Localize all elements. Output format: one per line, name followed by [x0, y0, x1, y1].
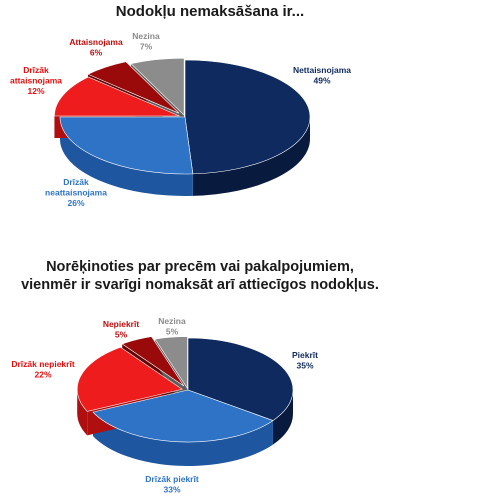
data-label: Nepiekrīt 5%: [103, 319, 140, 340]
pie-top-group: [76, 336, 294, 443]
pie-chart-tax-payment-importance: Piekrīt 35% Drīzāk piekrīt 33% Drīzāk nepiek…: [11, 316, 318, 495]
pie-slice-drīzāk-piekrīt: [92, 389, 274, 443]
data-label: Drīzāk neattaisnojama 26%: [45, 177, 107, 208]
pie-top-group: [54, 57, 311, 175]
data-label: Attaisnojama 6%: [69, 37, 123, 58]
pie-slice-drīzāk-attaisnojama: [54, 76, 180, 117]
chart-2-title: Norēķinoties par precēm vai pakalpojumie…: [21, 259, 379, 293]
pie-slice-drīzāk-neattaisnojama-side: [60, 117, 193, 196]
data-label: Drīzāk attaisnojama 12%: [10, 65, 62, 96]
data-label: Nettaisnojama 49%: [293, 65, 351, 86]
pie-slice-drīzāk-piekrīt-side: [92, 412, 273, 467]
pie-slice-piekrīt: [187, 337, 294, 421]
data-label: Drīzāk piekrīt 33%: [145, 474, 199, 495]
pie-slice-drīzāk-nepiekrīt: [76, 346, 183, 412]
data-label: Nezina 7%: [132, 31, 160, 52]
pie-slice-piekrīt-side: [272, 390, 293, 445]
pie-slice-nettaisnojama-side: [192, 117, 310, 196]
pie-slice-nepiekrīt: [121, 336, 185, 387]
pie-slice-drīzāk-neattaisnojama: [59, 116, 194, 175]
pie-slice-attaisnojama: [87, 61, 180, 114]
pie-slice-nezina: [154, 336, 188, 390]
pie-chart-tax-evasion: Nettaisnojama 49% Drīzāk neattaisnojama 26% D…: [10, 31, 351, 208]
pie-slice-nettaisnojama: [184, 59, 311, 175]
data-label: Nezina 5%: [158, 316, 186, 337]
pie-slice-nezina: [130, 57, 185, 116]
data-label: Drīzāk nepiekrīt 22%: [11, 359, 74, 380]
chart-1-title: Nodokļu nemaksāšana ir...: [115, 3, 305, 20]
data-label: Piekrīt 35%: [292, 350, 318, 371]
